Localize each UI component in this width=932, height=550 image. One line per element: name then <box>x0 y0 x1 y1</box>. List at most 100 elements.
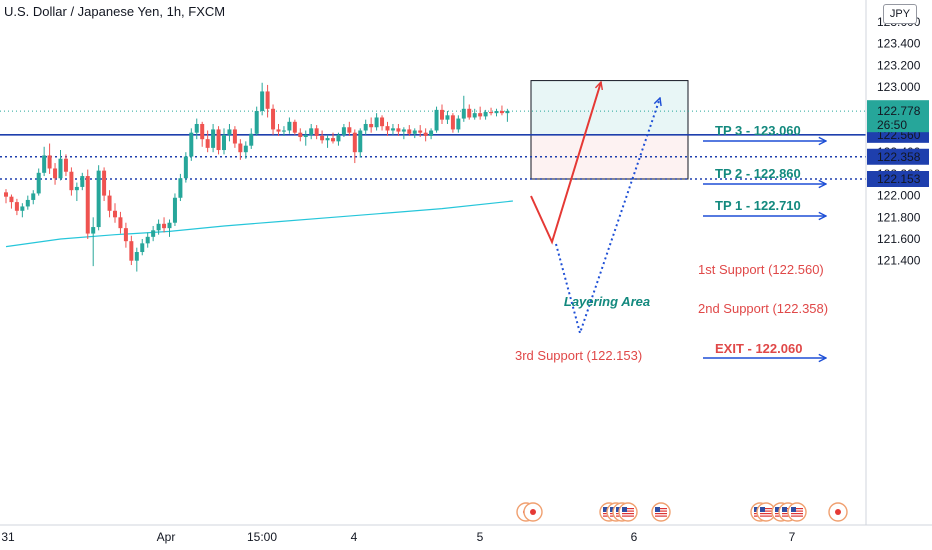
price-axis: 123.600123.400123.200123.000122.800122.6… <box>865 0 932 525</box>
candle-body <box>450 115 455 130</box>
candle-body <box>178 178 183 198</box>
level-price-tag-2-text: 122.358 <box>877 150 921 164</box>
candle-body <box>85 176 90 234</box>
support-label-3: 3rd Support (122.153) <box>515 348 642 363</box>
candle-body <box>298 132 303 138</box>
candle-body <box>434 109 439 131</box>
candle-body <box>369 123 374 128</box>
target-label-1: TP 3 - 123.060 <box>715 123 801 138</box>
candle-body <box>385 126 390 131</box>
candle-body <box>461 108 466 119</box>
event-icon[interactable] <box>828 502 848 522</box>
candle-body <box>489 112 494 114</box>
target-label-3: TP 1 - 122.710 <box>715 198 801 213</box>
candle-body <box>423 132 428 136</box>
layering-area-label: Layering Area <box>564 294 650 309</box>
x-tick-label: 7 <box>789 530 796 544</box>
candle-body <box>31 193 36 200</box>
candle-body <box>287 121 292 131</box>
y-tick-label: 121.600 <box>877 232 921 246</box>
candle-body <box>276 129 281 132</box>
candle-body <box>412 130 417 134</box>
candle-body <box>53 168 58 179</box>
candle-body <box>113 210 117 218</box>
candle-body <box>151 230 156 237</box>
candle-body <box>271 108 276 130</box>
candle-body <box>341 127 346 135</box>
target-label-4: EXIT - 122.060 <box>715 341 802 356</box>
flag-us-icon[interactable] <box>651 502 671 522</box>
candle-body <box>14 202 19 211</box>
candle-body <box>380 117 385 127</box>
level-price-tag-2-bg <box>867 148 929 165</box>
candle-body <box>222 134 226 151</box>
candle-body <box>352 132 357 153</box>
flag-us-icon[interactable] <box>618 502 638 522</box>
candle-body <box>9 196 14 203</box>
candle-body <box>194 123 199 133</box>
candle-body <box>478 113 483 117</box>
candle-body <box>91 227 96 234</box>
candle-body <box>172 197 177 223</box>
candle-body <box>303 134 308 138</box>
candle-body <box>505 110 510 114</box>
candle-body <box>4 192 8 197</box>
candle-body <box>292 121 297 133</box>
candle-body <box>20 206 25 211</box>
flag-us-icon[interactable] <box>787 502 807 522</box>
candle-body <box>440 109 444 120</box>
support-label-2: 2nd Support (122.358) <box>698 301 828 316</box>
currency-badge[interactable]: JPY <box>883 4 917 24</box>
candle-body <box>407 129 412 134</box>
event-markers <box>516 502 848 522</box>
time-axis: 31 Apr 15:00 4 5 6 7 <box>0 524 932 550</box>
x-tick-label: 31 <box>1 530 15 544</box>
candle-body <box>418 130 423 133</box>
candle-body <box>167 222 172 229</box>
candle-body <box>205 139 210 148</box>
candle-body <box>472 113 477 118</box>
candle-body <box>69 171 74 191</box>
support-label-1: 1st Support (122.560) <box>698 262 824 277</box>
candle-body <box>156 223 161 231</box>
candle-body <box>63 158 68 172</box>
candle-body <box>314 128 319 136</box>
candle-body <box>456 118 461 130</box>
candle-body <box>281 130 286 132</box>
candle-body <box>107 195 112 211</box>
candle-body <box>374 117 379 128</box>
x-tick-label: 15:00 <box>247 530 277 544</box>
candle-body <box>445 115 450 120</box>
candle-body <box>363 123 368 131</box>
candle-body <box>134 252 139 261</box>
candle-body <box>429 130 434 136</box>
level-price-tag-2: 122.358 <box>867 148 929 165</box>
chart-title: U.S. Dollar / Japanese Yen, 1h, FXCM <box>4 4 226 19</box>
event-icon[interactable] <box>523 502 543 522</box>
candle-body <box>260 91 265 111</box>
candle-body <box>499 110 504 114</box>
candle-body <box>123 228 128 242</box>
candle-body <box>227 129 232 135</box>
last-price-value: 122.778 <box>877 104 921 118</box>
target-zone-box <box>530 80 689 136</box>
candle-body <box>390 128 395 131</box>
candle-body <box>102 170 107 196</box>
candle-body <box>189 132 194 157</box>
y-tick-label: 123.200 <box>877 58 921 72</box>
y-tick-label: 122.000 <box>877 189 921 203</box>
projected-path-solid <box>530 82 601 245</box>
x-tick-label: 4 <box>351 530 358 544</box>
level-price-tag-3-text: 122.153 <box>877 172 921 186</box>
candle-body <box>249 133 254 146</box>
candle-body <box>243 145 248 153</box>
candle-body <box>336 134 341 142</box>
candle-body <box>467 108 472 118</box>
candles-group <box>4 82 510 272</box>
x-tick-label: 6 <box>631 530 638 544</box>
candle-body <box>331 138 335 142</box>
y-tick-label: 121.800 <box>877 210 921 224</box>
candle-body <box>396 128 401 132</box>
